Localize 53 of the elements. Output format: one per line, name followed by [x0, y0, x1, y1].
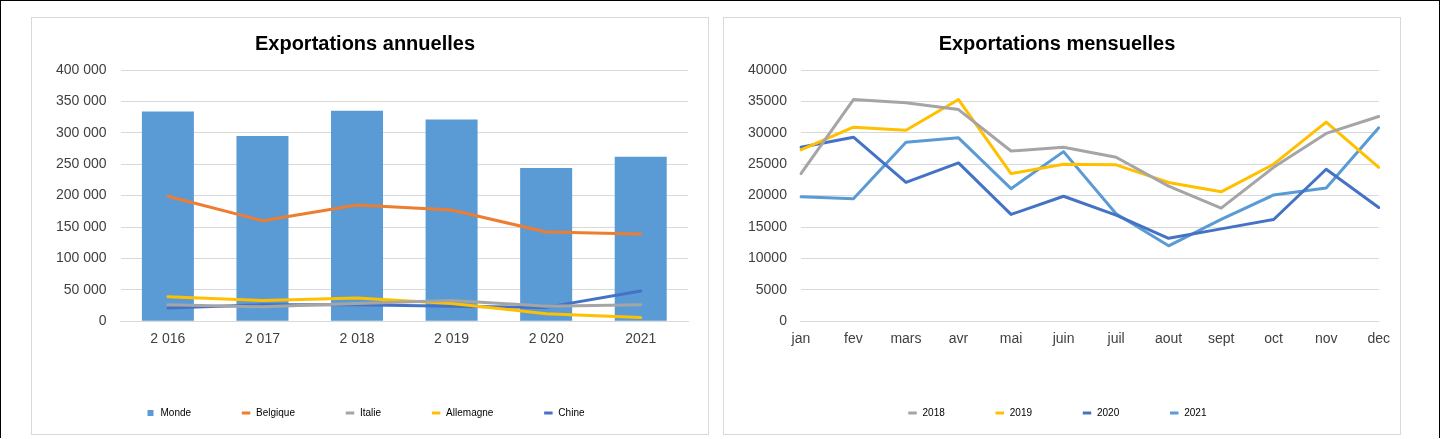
- bar: [425, 119, 478, 321]
- y-tick-label: 250 000: [56, 155, 107, 172]
- y-tick-label: 20000: [747, 186, 788, 203]
- x-tick-label: dec: [1367, 330, 1390, 347]
- chart-title: Exportations annuelles: [254, 31, 476, 54]
- x-tick-label: juin: [1051, 330, 1075, 347]
- legend-label: Chine: [558, 406, 585, 418]
- x-tick-label: mars: [890, 330, 922, 347]
- y-tick-label: 25000: [747, 155, 788, 172]
- legend-label: Allemagne: [446, 406, 494, 418]
- y-tick-label: 150 000: [56, 217, 107, 234]
- legend-label: 2019: [1009, 406, 1033, 418]
- y-tick-label: 0: [779, 312, 788, 329]
- bar: [236, 135, 289, 321]
- y-tick-label: 10000: [747, 249, 788, 266]
- x-tick-label: fev: [844, 330, 863, 347]
- x-tick-label: sept: [1207, 330, 1235, 347]
- y-tick-label: 5000: [755, 280, 788, 297]
- x-tick-label: 2 018: [339, 330, 375, 347]
- chart-title: Exportations mensuelles: [938, 31, 1176, 54]
- legend-label: Italie: [360, 406, 382, 418]
- x-tick-label: 2 019: [434, 330, 470, 347]
- bar: [141, 111, 194, 321]
- y-tick-label: 30000: [747, 123, 788, 140]
- y-tick-label: 35000: [747, 92, 788, 109]
- bar: [614, 156, 667, 321]
- y-tick-label: 15000: [747, 217, 788, 234]
- x-tick-label: aout: [1154, 330, 1183, 347]
- x-tick-label: oct: [1264, 330, 1284, 347]
- x-tick-label: 2 017: [244, 330, 281, 347]
- bar: [331, 110, 384, 321]
- bar: [520, 167, 573, 321]
- y-tick-label: 100 000: [56, 249, 107, 266]
- legend-label: Monde: [160, 406, 192, 418]
- y-tick-label: 400 000: [56, 60, 107, 77]
- y-tick-label: 300 000: [56, 123, 107, 140]
- x-tick-label: nov: [1314, 330, 1338, 347]
- y-tick-label: 40000: [747, 60, 788, 77]
- legend-label: 2018: [922, 406, 946, 418]
- y-tick-label: 0: [98, 312, 107, 329]
- y-tick-label: 350 000: [56, 92, 107, 109]
- legend-label: Belgique: [256, 406, 296, 418]
- y-tick-label: 200 000: [56, 186, 107, 203]
- legend-label: 2020: [1097, 406, 1120, 418]
- x-tick-label: juil: [1106, 330, 1125, 347]
- x-tick-label: 2 016: [150, 330, 186, 347]
- x-tick-label: avr: [948, 330, 969, 347]
- y-tick-label: 50 000: [63, 280, 107, 297]
- x-tick-label: 2021: [625, 330, 657, 347]
- x-tick-label: jan: [790, 330, 811, 347]
- x-tick-label: 2 020: [528, 330, 564, 347]
- legend-label: 2021: [1184, 406, 1207, 418]
- x-tick-label: mai: [999, 330, 1023, 347]
